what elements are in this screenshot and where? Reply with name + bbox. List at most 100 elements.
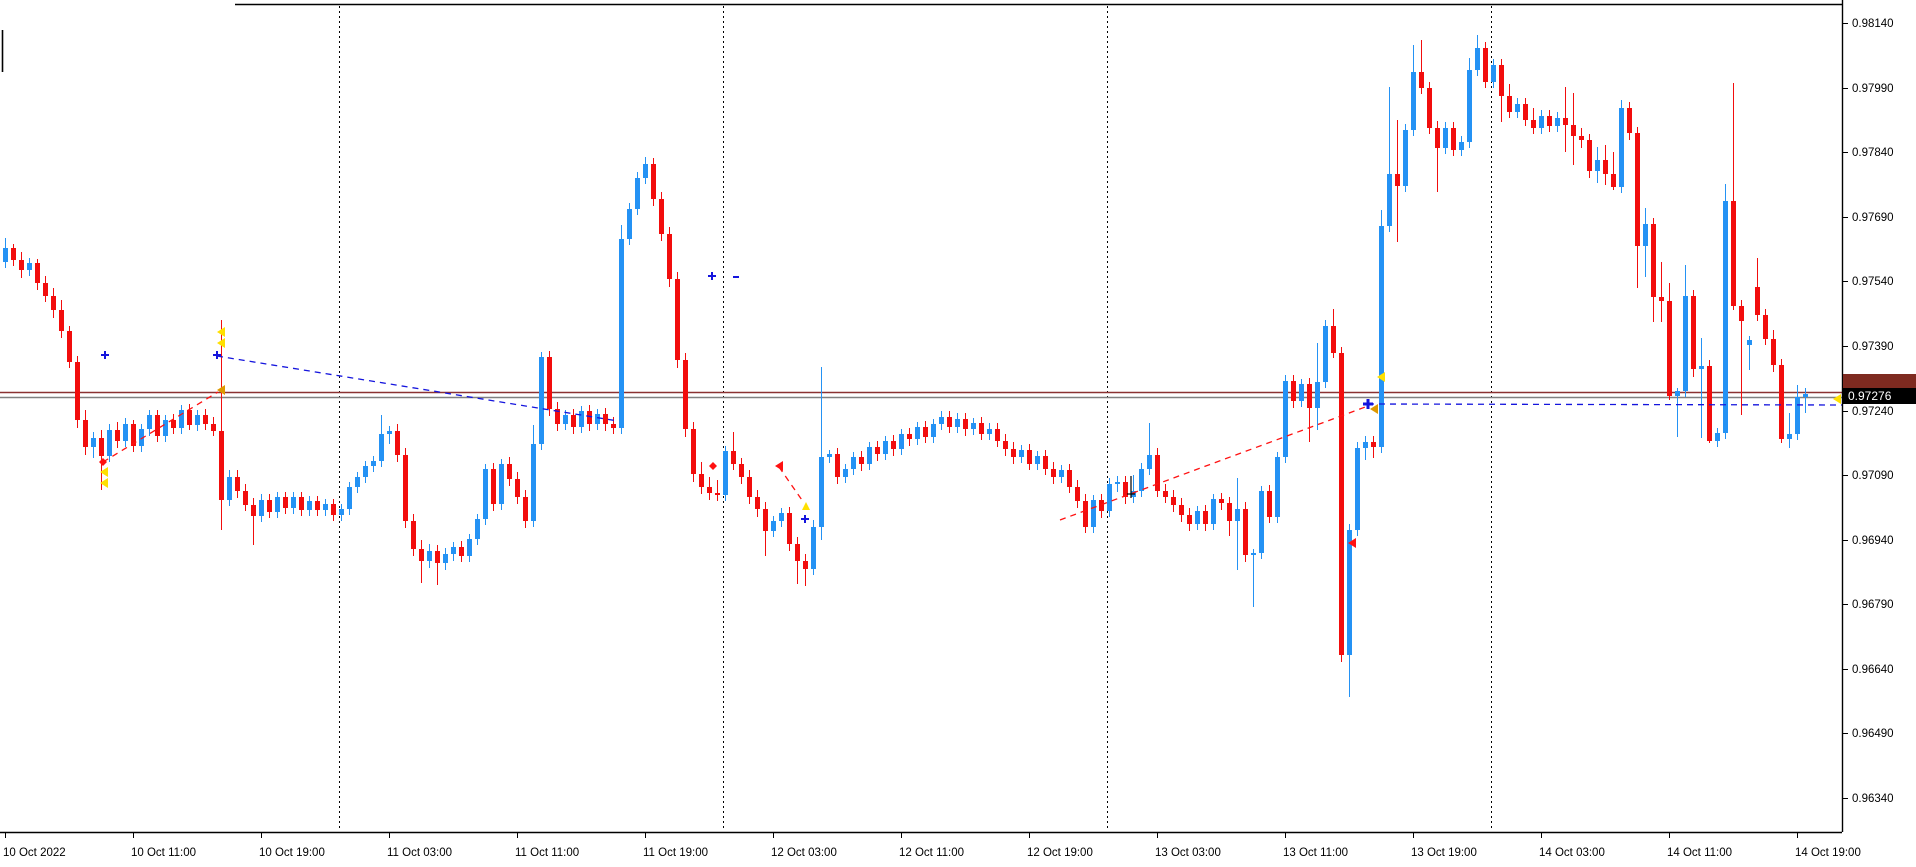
candle-body [363, 466, 368, 477]
candle-body [115, 430, 120, 441]
candle-body [1763, 315, 1768, 339]
candle-body [1043, 456, 1048, 469]
candle-body [251, 505, 256, 516]
arrow-left-marker-icon [775, 461, 783, 471]
candle-body [771, 521, 776, 531]
candle-body [1635, 133, 1640, 246]
candle-body [1707, 366, 1712, 441]
candle-body [803, 561, 808, 569]
time-tick-label: 11 Oct 03:00 [387, 847, 452, 859]
candle-body [1155, 455, 1160, 491]
candle-body [355, 477, 360, 487]
candle-body [1523, 104, 1528, 120]
candle-body [339, 509, 344, 515]
candle-body [939, 417, 944, 424]
time-tick-label: 13 Oct 19:00 [1411, 847, 1477, 859]
candle-body [1099, 500, 1104, 511]
candle-body [931, 424, 936, 437]
candle-body [1211, 499, 1216, 524]
trendline-dashed[interactable] [102, 391, 219, 463]
candle-body [371, 461, 376, 466]
candle-body [203, 415, 208, 424]
candle-body [1331, 326, 1336, 353]
candle-body [1227, 503, 1232, 521]
candle-body [1435, 128, 1440, 148]
candle-body [1571, 125, 1576, 136]
price-tick-label: 0.96790 [1852, 599, 1894, 611]
candle-body [883, 441, 888, 454]
candle-body [1507, 96, 1512, 112]
candle-body [1123, 482, 1128, 497]
candle-body [707, 487, 712, 493]
candle-body [307, 501, 312, 510]
time-tick-label: 14 Oct 11:00 [1667, 847, 1732, 859]
time-tick-label: 10 Oct 2022 [3, 847, 66, 859]
price-tick-label: 0.97240 [1852, 406, 1894, 418]
candle-body [547, 357, 552, 409]
candle-body [315, 501, 320, 510]
candle-body [1547, 116, 1552, 126]
candle-body [979, 423, 984, 434]
candle-body [555, 409, 560, 424]
candle-body [763, 509, 768, 531]
candle-body [11, 248, 16, 260]
candle-body [243, 491, 248, 505]
candle-body [1787, 434, 1792, 439]
trendline-dashed[interactable] [778, 466, 805, 504]
candle-body [835, 454, 840, 477]
candle-body [635, 178, 640, 209]
candle-body [739, 464, 744, 477]
candle-body [107, 430, 112, 456]
candle-body [1515, 104, 1520, 112]
candle-body [627, 209, 632, 239]
candle-body [1683, 296, 1688, 391]
price-projection-dashed-line[interactable] [1367, 403, 1843, 406]
candle-body [51, 296, 56, 310]
candle-body [731, 451, 736, 464]
candle-body [1203, 511, 1208, 524]
trendline-dashed[interactable] [216, 355, 619, 422]
candle-body [531, 444, 536, 521]
candle-body [219, 431, 224, 500]
candle-body [211, 424, 216, 431]
candle-body [1747, 340, 1752, 345]
candle-body [603, 414, 608, 424]
candle-body [907, 434, 912, 439]
candle-body [467, 539, 472, 556]
candle-body [1627, 108, 1632, 133]
candle-body [611, 424, 616, 428]
candle-body [1035, 456, 1040, 464]
candle-body [155, 415, 160, 436]
candle-body [1419, 72, 1424, 88]
candle-body [1427, 88, 1432, 128]
candle-body [1027, 450, 1032, 464]
arrow-left-marker-icon [100, 478, 108, 488]
candle-body [323, 504, 328, 510]
candle-body [747, 477, 752, 497]
candle-body [235, 477, 240, 491]
candle-body [715, 493, 720, 495]
candle-body [963, 419, 968, 429]
candle-body [1699, 366, 1704, 369]
candle-body [859, 457, 864, 464]
candle-body [1467, 70, 1472, 142]
candle-body [1179, 505, 1184, 515]
candle-body [427, 551, 432, 561]
candle-body [643, 164, 648, 178]
candle-body [587, 411, 592, 424]
candle-body [91, 438, 96, 447]
candle-body [27, 263, 32, 270]
candle-body [827, 454, 832, 457]
candle-body [619, 239, 624, 428]
candle-body [995, 429, 1000, 441]
candle-body [867, 447, 872, 464]
candle-body [1587, 140, 1592, 171]
candle-body [1499, 65, 1504, 96]
candle-body [75, 362, 80, 420]
current-price-label: 0.97276 [1843, 388, 1916, 404]
candle-body [451, 547, 456, 554]
candle-body [1579, 136, 1584, 140]
candle-body [875, 447, 880, 454]
